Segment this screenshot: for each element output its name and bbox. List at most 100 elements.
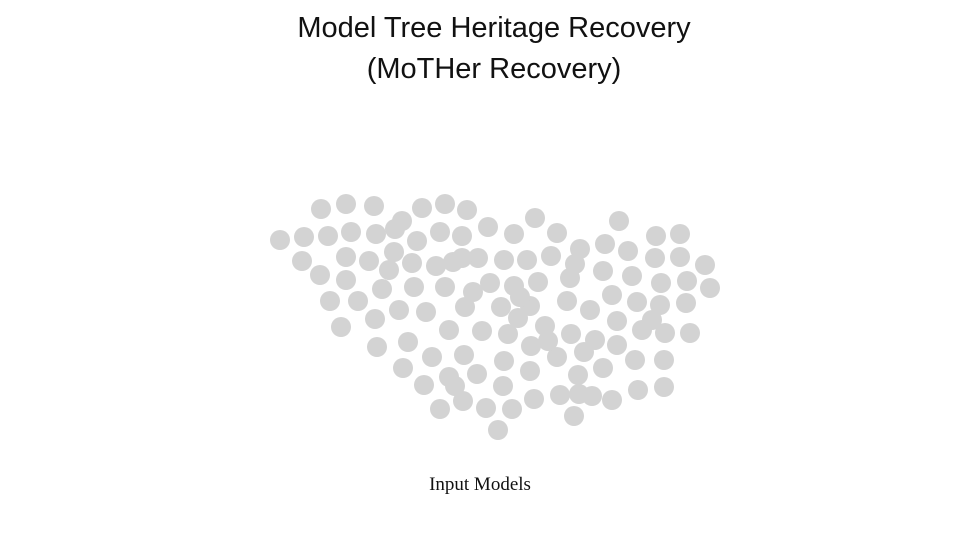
model-node (435, 194, 455, 214)
model-node (564, 406, 584, 426)
model-node (336, 270, 356, 290)
model-node (602, 285, 622, 305)
model-node (538, 331, 558, 351)
model-node (439, 320, 459, 340)
model-node (364, 196, 384, 216)
model-node (595, 234, 615, 254)
model-node (521, 336, 541, 356)
model-node (494, 250, 514, 270)
model-node (625, 350, 645, 370)
model-node (359, 251, 379, 271)
model-node (467, 364, 487, 384)
model-node (510, 287, 530, 307)
model-node (472, 321, 492, 341)
model-node (677, 271, 697, 291)
model-node (700, 278, 720, 298)
model-node (607, 335, 627, 355)
model-node (504, 224, 524, 244)
model-node (520, 361, 540, 381)
model-node (365, 309, 385, 329)
model-node (463, 282, 483, 302)
model-node (341, 222, 361, 242)
model-node (524, 389, 544, 409)
model-node (547, 223, 567, 243)
model-node (294, 227, 314, 247)
model-node (580, 300, 600, 320)
model-node (541, 246, 561, 266)
model-node (517, 250, 537, 270)
model-node (452, 248, 472, 268)
model-node (650, 295, 670, 315)
model-node (389, 300, 409, 320)
model-node (385, 219, 405, 239)
model-node (348, 291, 368, 311)
model-node (561, 324, 581, 344)
model-node (628, 380, 648, 400)
model-node (535, 316, 555, 336)
model-node (680, 323, 700, 343)
model-node (367, 337, 387, 357)
model-node (435, 277, 455, 297)
model-node (557, 291, 577, 311)
model-node (488, 420, 508, 440)
model-node (476, 398, 496, 418)
model-node (494, 351, 514, 371)
model-node (478, 217, 498, 237)
model-node (455, 297, 475, 317)
model-node (574, 342, 594, 362)
model-node (457, 200, 477, 220)
model-node (655, 323, 675, 343)
model-node (404, 277, 424, 297)
model-node (311, 199, 331, 219)
model-node (560, 268, 580, 288)
model-node (602, 390, 622, 410)
model-node (310, 265, 330, 285)
model-node (292, 251, 312, 271)
model-node (398, 332, 418, 352)
model-node (593, 358, 613, 378)
title-line-1: Model Tree Heritage Recovery (297, 12, 691, 44)
model-node (582, 386, 602, 406)
model-node (654, 350, 674, 370)
model-node (454, 345, 474, 365)
model-node (609, 211, 629, 231)
model-node (645, 248, 665, 268)
model-node (336, 247, 356, 267)
model-node (568, 365, 588, 385)
model-node (528, 272, 548, 292)
model-node (491, 297, 511, 317)
model-node (480, 273, 500, 293)
model-node (453, 391, 473, 411)
model-node (468, 248, 488, 268)
model-node (695, 255, 715, 275)
model-node (642, 310, 662, 330)
model-node (426, 256, 446, 276)
model-node (320, 291, 340, 311)
input-models-caption: Input Models (429, 474, 531, 495)
slide-title: Model Tree Heritage Recovery (MoTHer Rec… (0, 8, 960, 90)
model-node (430, 222, 450, 242)
model-node (412, 198, 432, 218)
title-line-2: (MoTHer Recovery) (366, 53, 622, 85)
model-node (654, 377, 674, 397)
model-node (336, 194, 356, 214)
model-node (372, 279, 392, 299)
model-node (445, 376, 465, 396)
model-node (416, 302, 436, 322)
model-node (627, 292, 647, 312)
model-node (407, 231, 427, 251)
model-node (379, 260, 399, 280)
model-node (430, 399, 450, 419)
model-node (414, 375, 434, 395)
model-node (452, 226, 472, 246)
model-node (593, 261, 613, 281)
model-node (384, 242, 404, 262)
model-node (550, 385, 570, 405)
model-node (651, 273, 671, 293)
model-node (670, 224, 690, 244)
model-node (393, 358, 413, 378)
model-node (646, 226, 666, 246)
model-node (508, 308, 528, 328)
model-node (525, 208, 545, 228)
